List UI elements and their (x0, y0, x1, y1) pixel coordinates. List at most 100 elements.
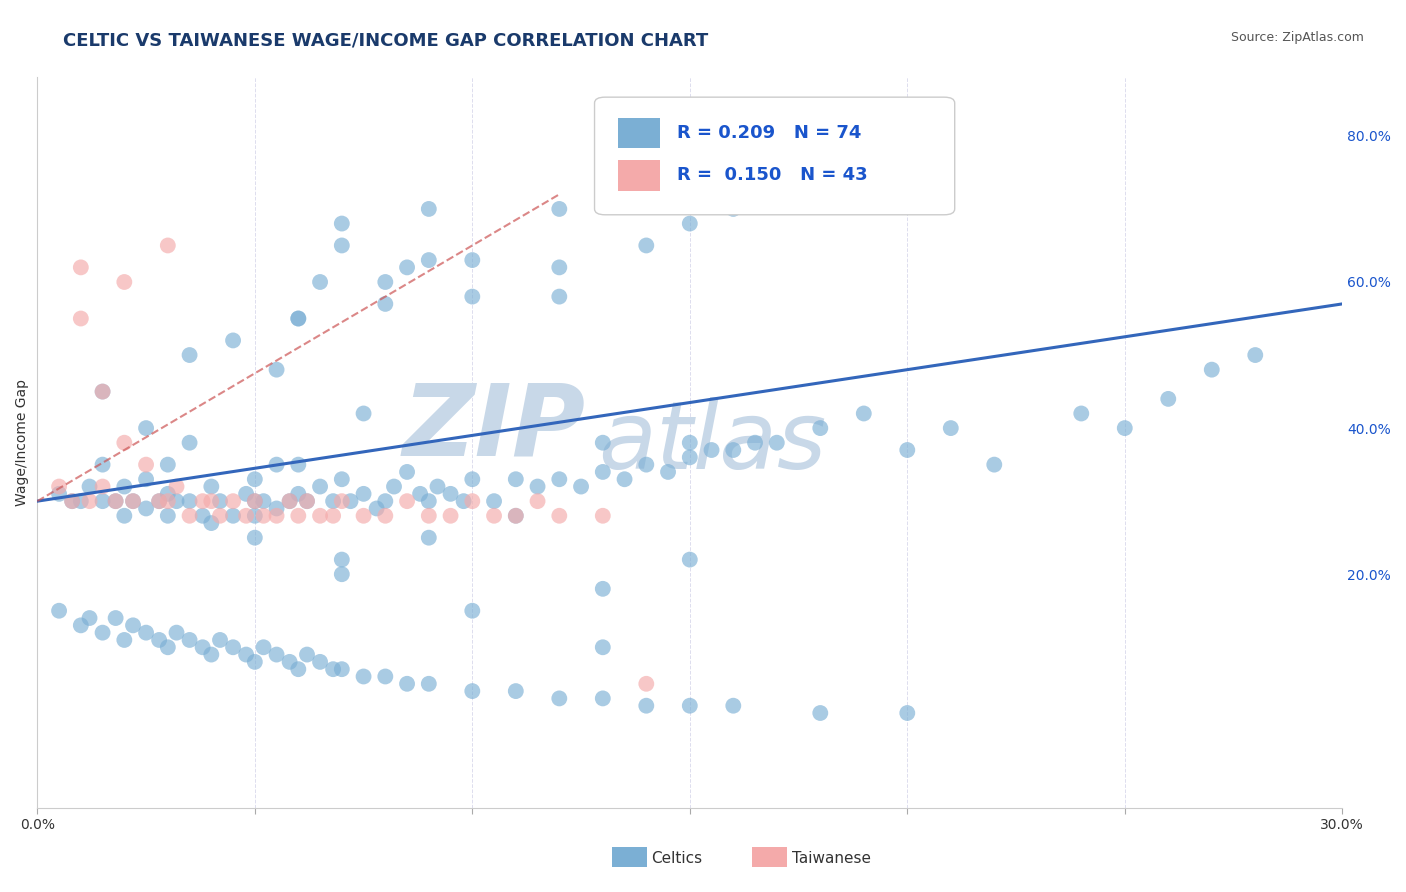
Point (322, 508, 344, 523)
Point (60, 494, 83, 508)
Point (156, 508, 179, 523)
Point (135, 501, 157, 516)
Point (592, 508, 614, 523)
Point (1201, 362, 1223, 376)
Point (222, 494, 245, 508)
Point (243, 494, 266, 508)
Point (330, 494, 353, 508)
Point (91, 458, 114, 472)
Point (295, 648, 318, 662)
Point (418, 253, 440, 268)
Point (179, 435, 201, 450)
Point (679, 450, 702, 465)
Point (548, 260, 571, 275)
Point (266, 501, 288, 516)
Point (636, 698, 658, 713)
Point (418, 202, 440, 216)
Point (439, 487, 461, 501)
Point (505, 684, 527, 698)
Point (112, 508, 135, 523)
Point (939, 421, 962, 435)
Point (396, 677, 419, 691)
Point (505, 508, 527, 523)
Point (287, 311, 309, 326)
Point (79, 479, 101, 493)
Point (69, 618, 91, 632)
Point (266, 508, 288, 523)
Point (461, 494, 484, 508)
Point (112, 479, 135, 493)
Point (91, 479, 114, 493)
Text: Taiwanese: Taiwanese (792, 851, 870, 865)
Point (156, 487, 179, 501)
Point (657, 465, 679, 479)
Point (222, 640, 245, 655)
Point (252, 494, 274, 508)
Point (200, 516, 222, 530)
Text: Source: ZipAtlas.com: Source: ZipAtlas.com (1230, 31, 1364, 45)
Point (287, 311, 309, 326)
Point (461, 604, 484, 618)
Point (330, 472, 353, 486)
Point (679, 698, 702, 713)
Point (592, 640, 614, 655)
Point (112, 435, 135, 450)
Point (191, 640, 214, 655)
Point (526, 494, 548, 508)
Point (330, 217, 353, 231)
Point (353, 508, 375, 523)
Text: ZIP: ZIP (402, 380, 585, 476)
Point (200, 648, 222, 662)
Point (156, 494, 179, 508)
Point (679, 435, 702, 450)
Point (295, 494, 318, 508)
Point (156, 640, 179, 655)
Point (526, 479, 548, 493)
Point (548, 202, 571, 216)
Point (418, 494, 440, 508)
Point (91, 625, 114, 640)
Point (287, 487, 309, 501)
Point (636, 458, 658, 472)
Point (148, 494, 170, 508)
Point (700, 443, 723, 458)
Point (322, 662, 344, 676)
Point (353, 407, 375, 421)
Point (243, 531, 266, 545)
Point (104, 611, 127, 625)
Point (548, 472, 571, 486)
Point (91, 384, 114, 399)
Point (191, 494, 214, 508)
Point (339, 494, 361, 508)
Point (48, 487, 70, 501)
Point (409, 487, 432, 501)
Point (439, 508, 461, 523)
Point (166, 479, 188, 493)
Point (330, 567, 353, 582)
FancyBboxPatch shape (595, 97, 955, 215)
Point (222, 334, 245, 348)
Point (382, 479, 405, 493)
Point (1244, 348, 1267, 362)
Point (353, 487, 375, 501)
Point (278, 494, 301, 508)
Point (243, 655, 266, 669)
Point (1070, 407, 1092, 421)
Point (179, 348, 201, 362)
Point (461, 253, 484, 268)
Point (330, 238, 353, 252)
Point (896, 443, 918, 458)
Point (91, 494, 114, 508)
Point (200, 479, 222, 493)
Point (79, 611, 101, 625)
Point (374, 494, 396, 508)
Point (309, 479, 332, 493)
Point (592, 691, 614, 706)
Point (765, 435, 787, 450)
Point (104, 494, 127, 508)
Point (135, 458, 157, 472)
Point (548, 290, 571, 304)
Point (548, 691, 571, 706)
Point (309, 275, 332, 289)
Point (330, 662, 353, 676)
